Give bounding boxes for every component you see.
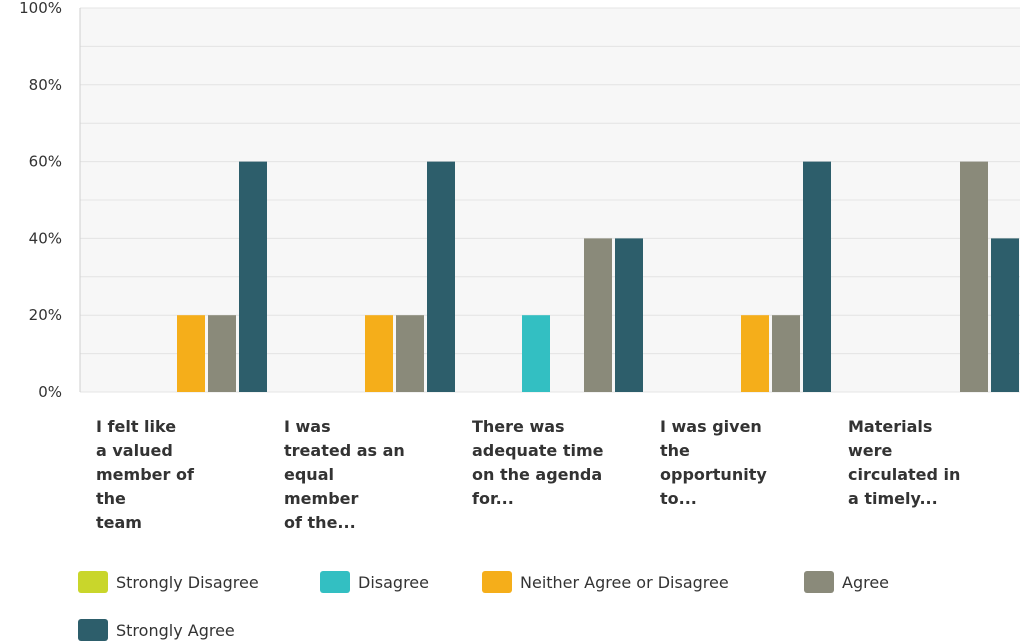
category-label-line: a valued <box>96 441 173 460</box>
legend-label: Strongly Disagree <box>116 573 259 592</box>
legend-label: Agree <box>842 573 889 592</box>
bar <box>584 238 612 392</box>
legend-label: Strongly Agree <box>116 621 235 640</box>
y-tick-label: 20% <box>29 306 62 324</box>
category-label-line: opportunity <box>660 465 767 484</box>
y-tick-label: 80% <box>29 76 62 94</box>
legend-swatch <box>804 571 834 593</box>
legend-swatch <box>78 619 108 641</box>
category-label-line: There was <box>472 417 565 436</box>
category-label-line: adequate time <box>472 441 604 460</box>
category-label-line: I was given <box>660 417 762 436</box>
legend-swatch <box>320 571 350 593</box>
legend-label: Neither Agree or Disagree <box>520 573 729 592</box>
category-label-line: I felt like <box>96 417 176 436</box>
category-label-line: the <box>96 489 126 508</box>
bar <box>522 315 550 392</box>
bar <box>208 315 236 392</box>
category-label: I felt like a valued member of the team <box>96 417 195 532</box>
bar <box>960 161 988 392</box>
bar <box>991 238 1019 392</box>
y-tick-label: 100% <box>19 0 62 17</box>
category-label: There was adequate time on the agenda for..… <box>472 417 604 508</box>
category-label-line: circulated in <box>848 465 960 484</box>
category-label-line: of the... <box>284 513 356 532</box>
category-label-line: I was <box>284 417 331 436</box>
category-label-line: team <box>96 513 142 532</box>
bar <box>741 315 769 392</box>
category-label: Materials were circulated in a timely... <box>848 417 960 508</box>
y-tick-label: 40% <box>29 229 62 247</box>
category-label: I was given the opportunity to... <box>660 417 767 508</box>
y-tick-label: 0% <box>38 383 62 401</box>
bar <box>615 238 643 392</box>
category-label-line: were <box>848 441 893 460</box>
category-label-line: a timely... <box>848 489 938 508</box>
category-label-line: the <box>660 441 690 460</box>
bar <box>177 315 205 392</box>
bar <box>772 315 800 392</box>
category-label-line: on the agenda <box>472 465 602 484</box>
bar <box>396 315 424 392</box>
category-label-line: treated as an <box>284 441 405 460</box>
legend-swatch <box>482 571 512 593</box>
category-label-line: member of <box>96 465 195 484</box>
bar <box>803 161 831 392</box>
legend-label: Disagree <box>358 573 429 592</box>
bar <box>239 161 267 392</box>
category-label-line: equal <box>284 465 334 484</box>
category-label-line: Materials <box>848 417 932 436</box>
category-label-line: member <box>284 489 359 508</box>
bar <box>427 161 455 392</box>
category-label-line: to... <box>660 489 697 508</box>
y-tick-label: 60% <box>29 153 62 171</box>
legend-swatch <box>78 571 108 593</box>
category-label: I was treated as an equal member of the... <box>284 417 405 532</box>
bar <box>365 315 393 392</box>
category-label-line: for... <box>472 489 514 508</box>
